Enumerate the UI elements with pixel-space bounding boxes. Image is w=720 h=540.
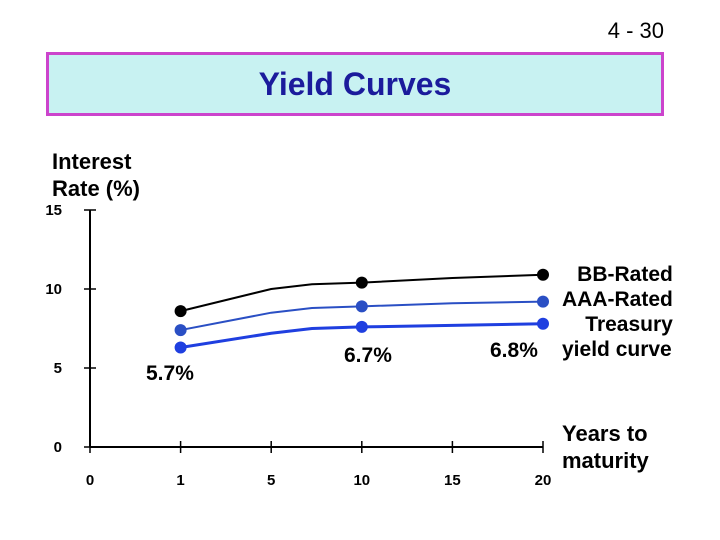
x-tick-label: 5 bbox=[267, 472, 275, 489]
series-line-2 bbox=[180, 322, 544, 349]
rate-annotation: 5.7% bbox=[146, 362, 194, 385]
y-axis-label: Interest Rate (%) bbox=[52, 149, 141, 201]
legend: BB-Rated AAA-Rated Treasury yield curve bbox=[562, 262, 673, 362]
y-tick-label: 10 bbox=[45, 281, 62, 298]
x-tick-label: 1 bbox=[176, 472, 184, 489]
series-marker-2 bbox=[355, 320, 368, 333]
series-marker-0 bbox=[174, 305, 187, 318]
rate-annotation: 6.8% bbox=[490, 339, 538, 362]
series-line-1 bbox=[180, 300, 544, 332]
legend-entry-treasury-line: Treasury bbox=[585, 313, 673, 336]
series-line-0 bbox=[180, 273, 544, 313]
legend-entry-treasury-line: yield curve bbox=[562, 338, 672, 361]
y-tick-label: 0 bbox=[54, 439, 62, 456]
series-marker-1 bbox=[537, 295, 549, 308]
x-tick-label: 15 bbox=[444, 472, 461, 489]
x-axis-label: Years to maturity bbox=[562, 421, 649, 473]
legend-entry-aaa-rated: AAA-Rated bbox=[562, 288, 673, 311]
chart-title: Yield Curves bbox=[258, 65, 452, 102]
series-marker-0 bbox=[537, 268, 549, 281]
slide-number: 4 - 30 bbox=[607, 18, 664, 43]
x-tick-label: 0 bbox=[86, 472, 94, 489]
title-banner: Yield Curves bbox=[46, 52, 664, 116]
rate-annotation: 6.7% bbox=[344, 344, 392, 367]
y-tick-label: 15 bbox=[45, 202, 62, 219]
legend-entry-treasury: Treasury yield curve bbox=[562, 312, 673, 362]
x-tick-label: 20 bbox=[535, 472, 552, 489]
legend-entry-bb-rated: BB-Rated bbox=[577, 263, 673, 286]
series-marker-1 bbox=[355, 300, 368, 313]
y-tick-label: 5 bbox=[54, 360, 62, 377]
series-marker-1 bbox=[174, 324, 187, 337]
series-marker-2 bbox=[174, 341, 187, 354]
series-marker-2 bbox=[537, 317, 549, 330]
x-tick-label: 10 bbox=[353, 472, 370, 489]
series-marker-0 bbox=[355, 276, 368, 289]
